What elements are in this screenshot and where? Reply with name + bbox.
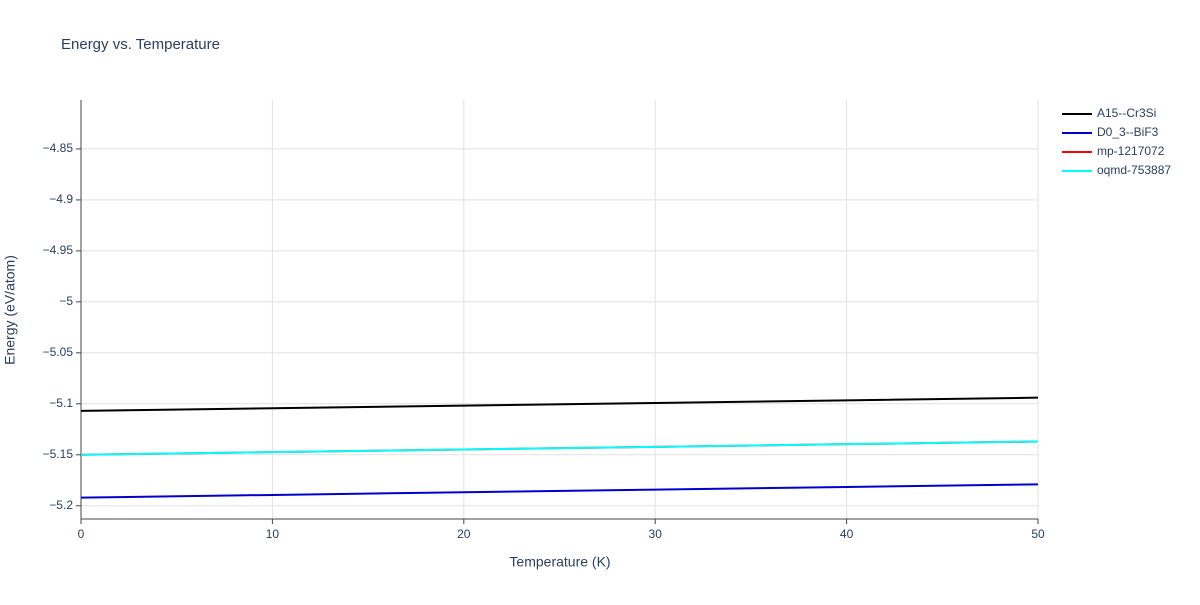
- legend-label: oqmd-753887: [1097, 163, 1171, 177]
- y-tick-label: −5.1: [49, 396, 73, 410]
- y-tick-label: −4.9: [49, 192, 73, 206]
- x-tick-label: 0: [78, 527, 85, 541]
- x-tick-label: 50: [1031, 527, 1045, 541]
- y-tick-label: −5.15: [43, 447, 74, 461]
- legend-label: D0_3--BiF3: [1097, 125, 1159, 139]
- legend-label: A15--Cr3Si: [1097, 106, 1156, 120]
- series-line: [80, 396, 1039, 412]
- y-axis-title: Energy (eV/atom): [2, 255, 18, 365]
- y-tick-label: −4.95: [43, 243, 74, 257]
- y-tick-label: −5: [59, 294, 73, 308]
- x-tick-label: 20: [457, 527, 471, 541]
- x-tick-label: 10: [266, 527, 280, 541]
- legend-label: mp-1217072: [1097, 144, 1165, 158]
- x-tick-label: 30: [649, 527, 663, 541]
- y-tick-label: −4.85: [43, 141, 74, 155]
- y-tick-label: −5.05: [43, 345, 74, 359]
- series-line: [80, 440, 1039, 456]
- y-tick-label: −5.2: [49, 498, 73, 512]
- chart-title: Energy vs. Temperature: [61, 36, 220, 53]
- x-axis-title: Temperature (K): [509, 554, 610, 570]
- x-tick-label: 40: [840, 527, 854, 541]
- series-line: [80, 483, 1039, 499]
